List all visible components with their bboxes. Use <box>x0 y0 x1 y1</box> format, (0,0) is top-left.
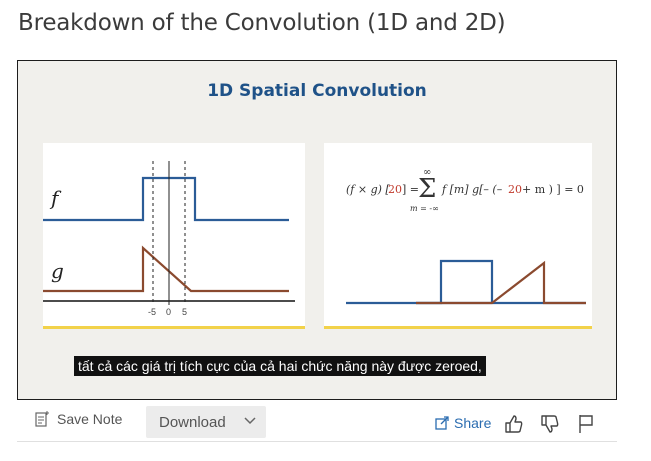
share-icon <box>435 416 449 430</box>
video-player[interactable]: 1D Spatial Convolution f g -5 0 5 (f × g… <box>17 60 617 400</box>
page-title: Breakdown of the Convolution (1D and 2D) <box>18 10 506 36</box>
thumbs-down-icon[interactable] <box>540 414 560 434</box>
f-signal-line <box>43 176 289 222</box>
share-button[interactable]: Share <box>435 415 491 431</box>
sum-symbol: Σ <box>418 174 436 204</box>
download-dropdown[interactable]: Download <box>146 406 266 438</box>
chevron-down-icon <box>244 417 256 425</box>
tick-label: -5 <box>148 307 156 317</box>
f-label: f <box>49 186 62 210</box>
g-label: g <box>51 259 64 283</box>
signal-plot: f g -5 0 5 <box>43 161 295 317</box>
equation-lhs: (f × g) [ <box>346 183 390 196</box>
equation-lhs-close: ] = <box>402 183 419 196</box>
equation-term: f [m] g[– (– <box>441 183 503 196</box>
subtitle-caption: tất cả các giá trị tích cực của cả hai c… <box>74 356 486 376</box>
sum-top: ∞ <box>423 167 431 178</box>
tick-label: 0 <box>166 307 171 317</box>
thumbs-up-icon[interactable] <box>504 414 524 434</box>
save-note-button[interactable]: Save Note <box>35 411 122 427</box>
slide-title: 1D Spatial Convolution <box>207 81 427 101</box>
equation-plot: (f × g) [ 20 ] = Σ ∞ m = -∞ f [m] g[– (–… <box>346 167 586 305</box>
equation-lhs-index: 20 <box>388 183 402 196</box>
equation-panel: (f × g) [ 20 ] = Σ ∞ m = -∞ f [m] g[– (–… <box>324 143 592 329</box>
equation-shift: 20 <box>508 183 522 196</box>
equation-term-end: + m ) ] = 0 <box>522 183 584 196</box>
share-label: Share <box>454 415 492 431</box>
signal-plot-panel: f g -5 0 5 <box>43 143 305 329</box>
note-icon <box>35 411 49 427</box>
sum-bottom: m = -∞ <box>410 204 439 213</box>
download-label: Download <box>159 413 226 431</box>
g-signal-line <box>43 245 289 293</box>
g-shifted-line <box>416 260 586 305</box>
flag-icon[interactable] <box>577 414 595 434</box>
tick-label: 5 <box>182 307 187 317</box>
f-shifted-line <box>416 259 494 305</box>
save-note-label: Save Note <box>57 411 123 427</box>
video-toolbar: Save Note Download Share <box>17 402 617 442</box>
